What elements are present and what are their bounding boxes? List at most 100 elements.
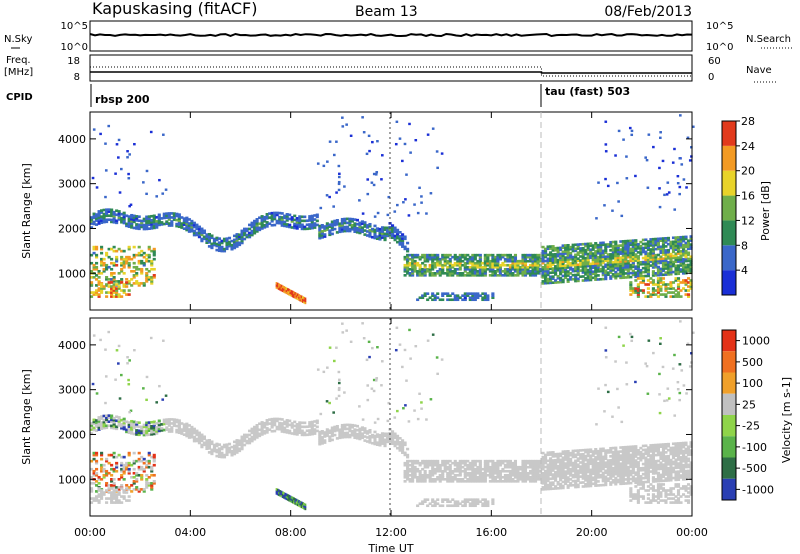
power-cell: [122, 219, 126, 223]
power-cell: [631, 251, 635, 255]
power-cell: [466, 271, 470, 275]
velocity-cell: [95, 423, 99, 426]
power-cell: [426, 259, 430, 263]
power-cell: [408, 263, 412, 267]
velocity-cell: [498, 475, 502, 479]
velocity-cell: [117, 491, 121, 494]
velocity-cell: [646, 468, 650, 472]
power-cell: [606, 261, 610, 264]
velocity-cell: [140, 488, 144, 491]
power-cell: [263, 223, 267, 227]
power-cell: [564, 252, 568, 255]
power-cell: [589, 272, 593, 276]
velocity-cell: [438, 469, 442, 473]
power-cell: [666, 254, 671, 258]
velocity-cell: [423, 459, 427, 463]
power-cell: [556, 246, 560, 250]
velocity-cell: [556, 452, 560, 456]
power-cell: [421, 274, 425, 277]
power-cell: [646, 240, 650, 243]
power-cell: [601, 241, 605, 245]
power-cell: [626, 265, 630, 269]
velocity-cell: [624, 457, 628, 461]
velocity-cell: [453, 467, 457, 471]
velocity-cell: [606, 469, 610, 472]
power-cell: [666, 250, 671, 254]
power-cell: [232, 242, 237, 246]
velocity-cell: [634, 449, 638, 452]
velocity-cell: [280, 428, 284, 431]
power-cell: [92, 216, 96, 220]
power-cell: [426, 298, 430, 302]
velocity-cell: [493, 465, 497, 469]
power-cell: [476, 259, 480, 263]
power-cell: [614, 246, 618, 250]
power-cell: [446, 259, 450, 263]
velocity-cell: [350, 429, 354, 433]
power-cell: [606, 267, 610, 270]
power-cell: [669, 281, 673, 284]
velocity-cell: [446, 465, 450, 469]
power-cell: [102, 208, 106, 212]
power-cell: [604, 247, 608, 250]
power-cell: [150, 259, 154, 263]
power-cell: [566, 252, 570, 255]
velocity-cell: [441, 459, 445, 463]
power-cell: [501, 255, 505, 259]
velocity-cell: [533, 477, 538, 481]
power-cell: [408, 267, 412, 271]
velocity-cell: [112, 451, 116, 455]
velocity-cell: [120, 475, 124, 479]
power-cell: [644, 266, 648, 270]
velocity-cell: [187, 432, 191, 435]
power-cell: [413, 259, 417, 263]
velocity-cell: [481, 477, 485, 481]
power-cell: [634, 289, 638, 292]
velocity-cell: [260, 431, 264, 434]
power-cell: [551, 271, 555, 274]
velocity-cell: [581, 481, 585, 484]
velocity-cell: [649, 448, 653, 451]
velocity-cell: [631, 471, 635, 475]
power-cell: [673, 147, 676, 151]
velocity-cell: [531, 473, 535, 477]
velocity-cell: [197, 431, 201, 435]
power-cell: [533, 263, 538, 267]
velocity-cell: [631, 447, 635, 450]
power-cell: [629, 249, 633, 253]
power-cell: [636, 277, 640, 280]
power-cell: [581, 267, 585, 270]
power-cell: [681, 279, 686, 282]
power-cell: [117, 271, 121, 275]
velocity-cell: [574, 471, 578, 475]
velocity-cell: [606, 477, 610, 480]
power-cell: [283, 286, 285, 289]
power-cell: [431, 259, 435, 263]
velocity-cell: [170, 418, 174, 421]
velocity-cell: [406, 447, 410, 451]
velocity-cell: [167, 422, 171, 425]
power-cell: [528, 274, 533, 277]
power-cell: [97, 222, 101, 225]
power-cell: [513, 265, 518, 269]
power-cell: [521, 253, 525, 257]
power-cell: [436, 263, 440, 267]
velocity-cell: [120, 426, 124, 430]
power-cell: [275, 284, 278, 287]
power-cell: [225, 237, 229, 240]
power-cell: [604, 273, 608, 277]
power-cell: [461, 259, 465, 263]
velocity-cell: [594, 482, 598, 485]
power-cell: [250, 223, 254, 227]
power-cell: [375, 227, 380, 230]
power-cell: [639, 248, 643, 252]
velocity-cell: [523, 459, 528, 463]
velocity-cell: [253, 433, 257, 437]
velocity-cell: [406, 475, 410, 479]
velocity-cell: [566, 454, 570, 457]
power-cell: [561, 254, 565, 258]
power-cell: [481, 292, 485, 295]
velocity-cell: [521, 459, 525, 463]
velocity-cell: [304, 507, 307, 511]
velocity-cell: [363, 429, 367, 432]
